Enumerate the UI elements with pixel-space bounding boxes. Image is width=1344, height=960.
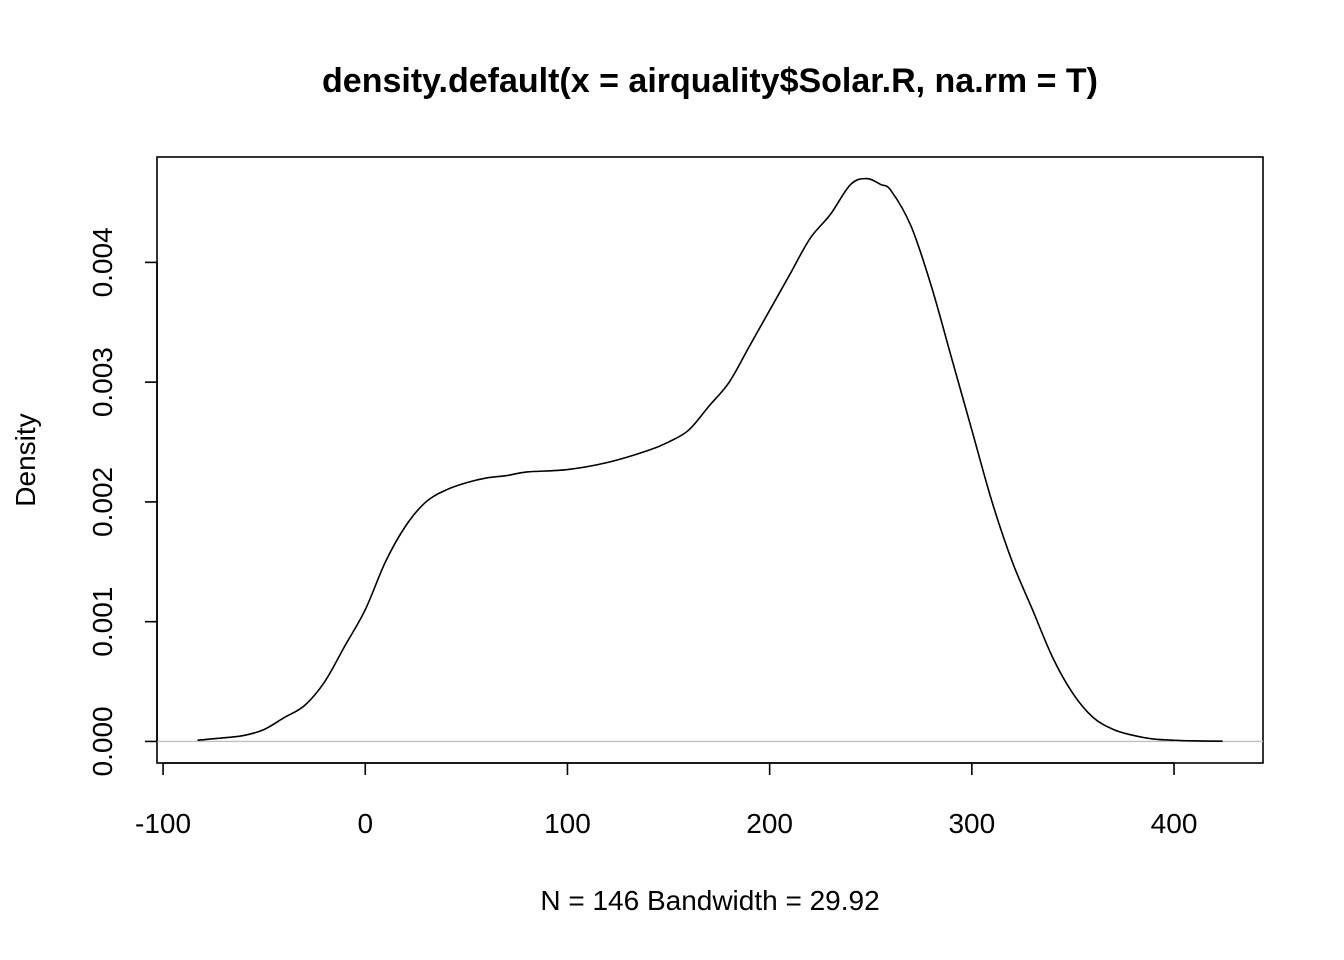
x-axis-label: N = 146 Bandwidth = 29.92	[540, 885, 879, 916]
y-tick-label: 0.003	[87, 347, 118, 417]
y-tick-label: 0.004	[87, 227, 118, 297]
x-tick-label: 200	[746, 808, 793, 839]
x-tick-label: -100	[135, 808, 191, 839]
x-tick-label: 300	[948, 808, 995, 839]
y-axis: 0.000 0.001 0.002 0.003 0.004	[87, 227, 158, 776]
density-curve	[197, 177, 1223, 743]
chart-title: density.default(x = airquality$Solar.R, …	[322, 62, 1098, 100]
y-axis-label: Density	[10, 413, 41, 506]
x-tick-label: 100	[544, 808, 591, 839]
y-tick-label: 0.000	[87, 706, 118, 776]
y-tick-label: 0.001	[87, 587, 118, 657]
x-tick-label: 400	[1151, 808, 1198, 839]
plot-frame	[156, 156, 1264, 764]
y-tick-label: 0.002	[87, 467, 118, 537]
x-axis: -100 0 100 200 300 400	[135, 762, 1198, 839]
x-tick-label: 0	[357, 808, 373, 839]
